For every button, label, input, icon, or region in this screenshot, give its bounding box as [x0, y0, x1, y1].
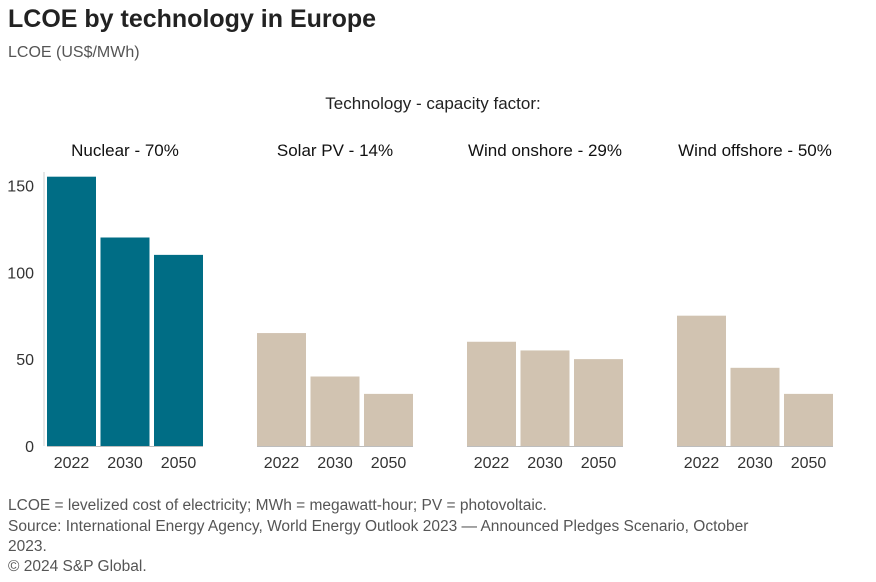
x-tick-label: 2030: [527, 455, 563, 472]
x-tick-label: 2050: [161, 455, 197, 472]
x-tick-label: 2030: [317, 455, 353, 472]
bar: [677, 315, 726, 446]
group-label: Nuclear - 70%: [71, 141, 179, 160]
group-label: Wind onshore - 29%: [468, 141, 622, 160]
chart-title: LCOE by technology in Europe: [8, 5, 377, 33]
bar: [364, 393, 413, 446]
x-tick-label: 2030: [737, 455, 773, 472]
group-label: Solar PV - 14%: [277, 141, 393, 160]
x-tick-label: 2050: [581, 455, 617, 472]
bar: [467, 341, 516, 446]
bar: [47, 176, 96, 446]
bar: [257, 333, 306, 446]
y-tick-label: 100: [7, 265, 34, 282]
chart-subtitle: LCOE (US$/MWh): [8, 44, 140, 61]
x-tick-label: 2022: [54, 455, 90, 472]
x-tick-label: 2030: [107, 455, 143, 472]
footnote-copyright: © 2024 S&P Global.: [8, 558, 147, 575]
footnote-abbreviations: LCOE = levelized cost of electricity; MW…: [8, 497, 547, 514]
x-tick-label: 2022: [474, 455, 510, 472]
y-tick-label: 0: [25, 439, 34, 456]
bar: [574, 359, 623, 446]
y-tick-label: 50: [16, 352, 34, 369]
x-tick-label: 2050: [371, 455, 407, 472]
bar: [520, 350, 570, 446]
footnote-source: Source: International Energy Agency, Wor…: [8, 518, 749, 535]
footnote-source-cont: 2023.: [8, 538, 47, 555]
x-tick-label: 2022: [684, 455, 720, 472]
bar: [100, 237, 150, 446]
bar: [730, 367, 780, 446]
bar: [310, 376, 360, 446]
legend-title: Technology - capacity factor:: [325, 94, 540, 113]
x-tick-label: 2050: [791, 455, 827, 472]
y-tick-label: 150: [7, 178, 34, 195]
group-label: Wind offshore - 50%: [678, 141, 832, 160]
bar: [154, 254, 203, 446]
bar: [784, 393, 833, 446]
x-tick-label: 2022: [264, 455, 300, 472]
